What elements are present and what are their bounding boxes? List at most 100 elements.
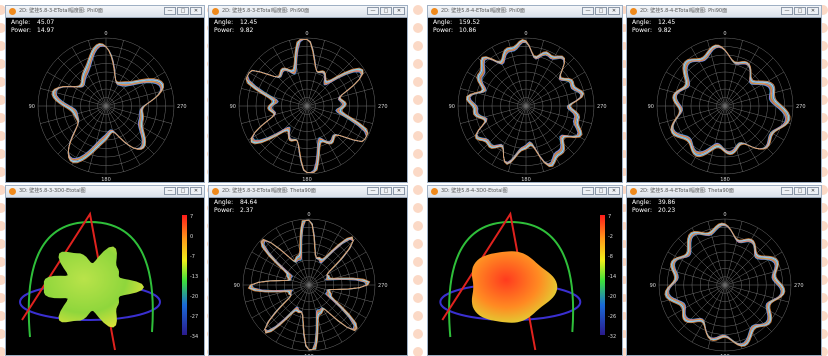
close-button[interactable]: ✕ — [608, 7, 620, 15]
decor-dot — [0, 5, 6, 15]
window-title: 2D: 壁挂5.8-3-ETotal幅度图: Theta90面 — [222, 188, 316, 194]
antenna-icon — [212, 188, 219, 195]
decor-dot — [0, 167, 6, 177]
decor-dot — [413, 41, 423, 51]
title-bar[interactable]: 2D: 壁挂5.8-4-ETotal幅度图: Phi90面 — □ ✕ — [627, 6, 821, 18]
title-bar[interactable]: 3D: 壁挂5.8-3-3D0-Etotal图 — □ ✕ — [6, 186, 204, 198]
grid-spoke — [525, 71, 586, 107]
polar-window-3[interactable]: 2D: 壁挂5.8-4-ETotal幅度图: Phi0面 — □ ✕ Angle: 15… — [427, 5, 623, 183]
window-title: 3D: 壁挂5.8-4-3D0-Etotal图 — [441, 188, 508, 194]
pattern-trace — [247, 219, 371, 351]
grid-spoke — [665, 71, 726, 107]
polar-window-4[interactable]: 2D: 壁挂5.8-4-ETotal幅度图: Phi90面 — □ ✕ Angle: 1… — [626, 5, 822, 183]
maximize-button[interactable]: □ — [794, 187, 806, 195]
polar-grid — [238, 37, 376, 175]
grid-spoke — [105, 71, 166, 107]
decor-dot — [0, 113, 6, 123]
pattern-3d-window-2[interactable]: 3D: 壁挂5.8-4-3D0-Etotal图 — □ ✕ 7 -2 -8 -14 -20 -2… — [427, 185, 623, 356]
pattern-3d-view[interactable]: 7 0 -7 -13 -20 -27 -34 — [6, 197, 205, 356]
decor-dot — [0, 329, 6, 339]
polar-window-6[interactable]: 2D: 壁挂5.8-4-ETotal幅度图: Theta90面 — □ ✕ Angle… — [626, 185, 822, 356]
title-bar[interactable]: 2D: 壁挂5.8-3-ETotal幅度图: Phi90面 — □ ✕ — [209, 6, 407, 18]
polar-window-5[interactable]: 2D: 壁挂5.8-3-ETotal幅度图: Theta90面 — □ ✕ Angle… — [208, 185, 408, 356]
polar-plot[interactable]: 0 180 90 270 — [627, 17, 822, 183]
polar-plot[interactable]: 0 180 90 270 — [428, 17, 623, 183]
polar-plot[interactable]: 0 180 90 270 — [209, 197, 408, 356]
decor-dot — [0, 221, 6, 231]
minimize-button[interactable]: — — [781, 187, 793, 195]
decor-dot — [413, 203, 423, 213]
power-value: 14.97 — [37, 27, 55, 34]
grid-spoke — [661, 267, 726, 286]
minimize-button[interactable]: — — [582, 187, 594, 195]
grid-spoke — [724, 284, 783, 319]
readout: Angle: 12.45 Power: 9.82 — [214, 19, 257, 35]
grid-spoke — [262, 238, 310, 286]
angle-value: 84.64 — [240, 199, 258, 206]
colorbar — [182, 215, 187, 335]
maximize-button[interactable]: □ — [595, 7, 607, 15]
minimize-button[interactable]: — — [164, 187, 176, 195]
minimize-button[interactable]: — — [367, 7, 379, 15]
close-button[interactable]: ✕ — [393, 7, 405, 15]
minimize-button[interactable]: — — [367, 187, 379, 195]
maximize-button[interactable]: □ — [595, 187, 607, 195]
polar-window-1[interactable]: 2D: 壁挂5.8-3-ETotal幅度图: Phi0面 — □ ✕ Angle: 45… — [5, 5, 205, 183]
colorbar-label: 7 — [190, 214, 193, 220]
grid-spoke — [724, 71, 785, 107]
window-title: 2D: 壁挂5.8-3-ETotal幅度图: Phi90面 — [222, 8, 310, 14]
angle-value: 39.86 — [658, 199, 676, 206]
angle-value: 12.45 — [658, 19, 676, 26]
polar-grid — [37, 37, 175, 175]
title-bar[interactable]: 2D: 壁挂5.8-3-ETotal幅度图: Phi0面 — □ ✕ — [6, 6, 204, 18]
grid-spoke — [308, 238, 356, 286]
grid-spoke — [724, 238, 772, 286]
grid-spoke — [306, 105, 373, 124]
minimize-button[interactable]: — — [164, 7, 176, 15]
pattern-3d-window-1[interactable]: 3D: 壁挂5.8-3-3D0-Etotal图 — □ ✕ 7 0 -7 -13 -20 -27… — [5, 185, 205, 356]
maximize-button[interactable]: □ — [177, 187, 189, 195]
pattern-3d-view[interactable]: 7 -2 -8 -14 -20 -26 -32 — [428, 197, 623, 356]
grid-spoke — [308, 251, 367, 286]
grid-spoke — [724, 88, 791, 107]
minimize-button[interactable]: — — [781, 7, 793, 15]
antenna-icon — [630, 188, 637, 195]
tick-label-bottom: 180 — [101, 177, 111, 183]
colorbar-label: -26 — [608, 314, 616, 320]
decor-dot — [0, 149, 6, 159]
polar-window-2[interactable]: 2D: 壁挂5.8-3-ETotal幅度图: Phi90面 — □ ✕ Angle: 1… — [208, 5, 408, 183]
antenna-icon — [9, 188, 16, 195]
polar-plot[interactable]: 0 180 90 270 — [6, 17, 205, 183]
title-bar[interactable]: 2D: 壁挂5.8-4-ETotal幅度图: Phi0面 — □ ✕ — [428, 6, 622, 18]
decor-dot — [413, 311, 423, 321]
grid-spoke — [289, 105, 308, 172]
maximize-button[interactable]: □ — [380, 187, 392, 195]
close-button[interactable]: ✕ — [807, 7, 819, 15]
title-bar[interactable]: 3D: 壁挂5.8-4-3D0-Etotal图 — □ ✕ — [428, 186, 622, 198]
title-bar[interactable]: 2D: 壁挂5.8-3-ETotal幅度图: Theta90面 — □ ✕ — [209, 186, 407, 198]
grid-spoke — [724, 267, 789, 286]
grid-spoke — [308, 284, 343, 343]
grid-spoke — [460, 105, 527, 124]
close-button[interactable]: ✕ — [190, 7, 202, 15]
antenna-icon — [630, 8, 637, 15]
maximize-button[interactable]: □ — [794, 7, 806, 15]
tick-label-right: 270 — [378, 283, 388, 289]
close-button[interactable]: ✕ — [190, 187, 202, 195]
minimize-button[interactable]: — — [582, 7, 594, 15]
close-button[interactable]: ✕ — [608, 187, 620, 195]
title-bar[interactable]: 2D: 壁挂5.8-4-ETotal幅度图: Theta90面 — □ ✕ — [627, 186, 821, 198]
close-button[interactable]: ✕ — [807, 187, 819, 195]
pattern-trace — [51, 42, 165, 164]
maximize-button[interactable]: □ — [177, 7, 189, 15]
tick-label-top: 0 — [723, 31, 726, 37]
maximize-button[interactable]: □ — [380, 7, 392, 15]
grid-spoke — [466, 71, 527, 107]
grid-spoke — [105, 105, 141, 166]
polar-plot[interactable]: 0 180 90 270 — [209, 17, 408, 183]
polar-plot[interactable]: 0 180 90 270 — [627, 197, 822, 356]
angle-label: Angle: — [11, 19, 31, 26]
polar-grid — [656, 37, 794, 175]
close-button[interactable]: ✕ — [393, 187, 405, 195]
decor-dot — [413, 113, 423, 123]
